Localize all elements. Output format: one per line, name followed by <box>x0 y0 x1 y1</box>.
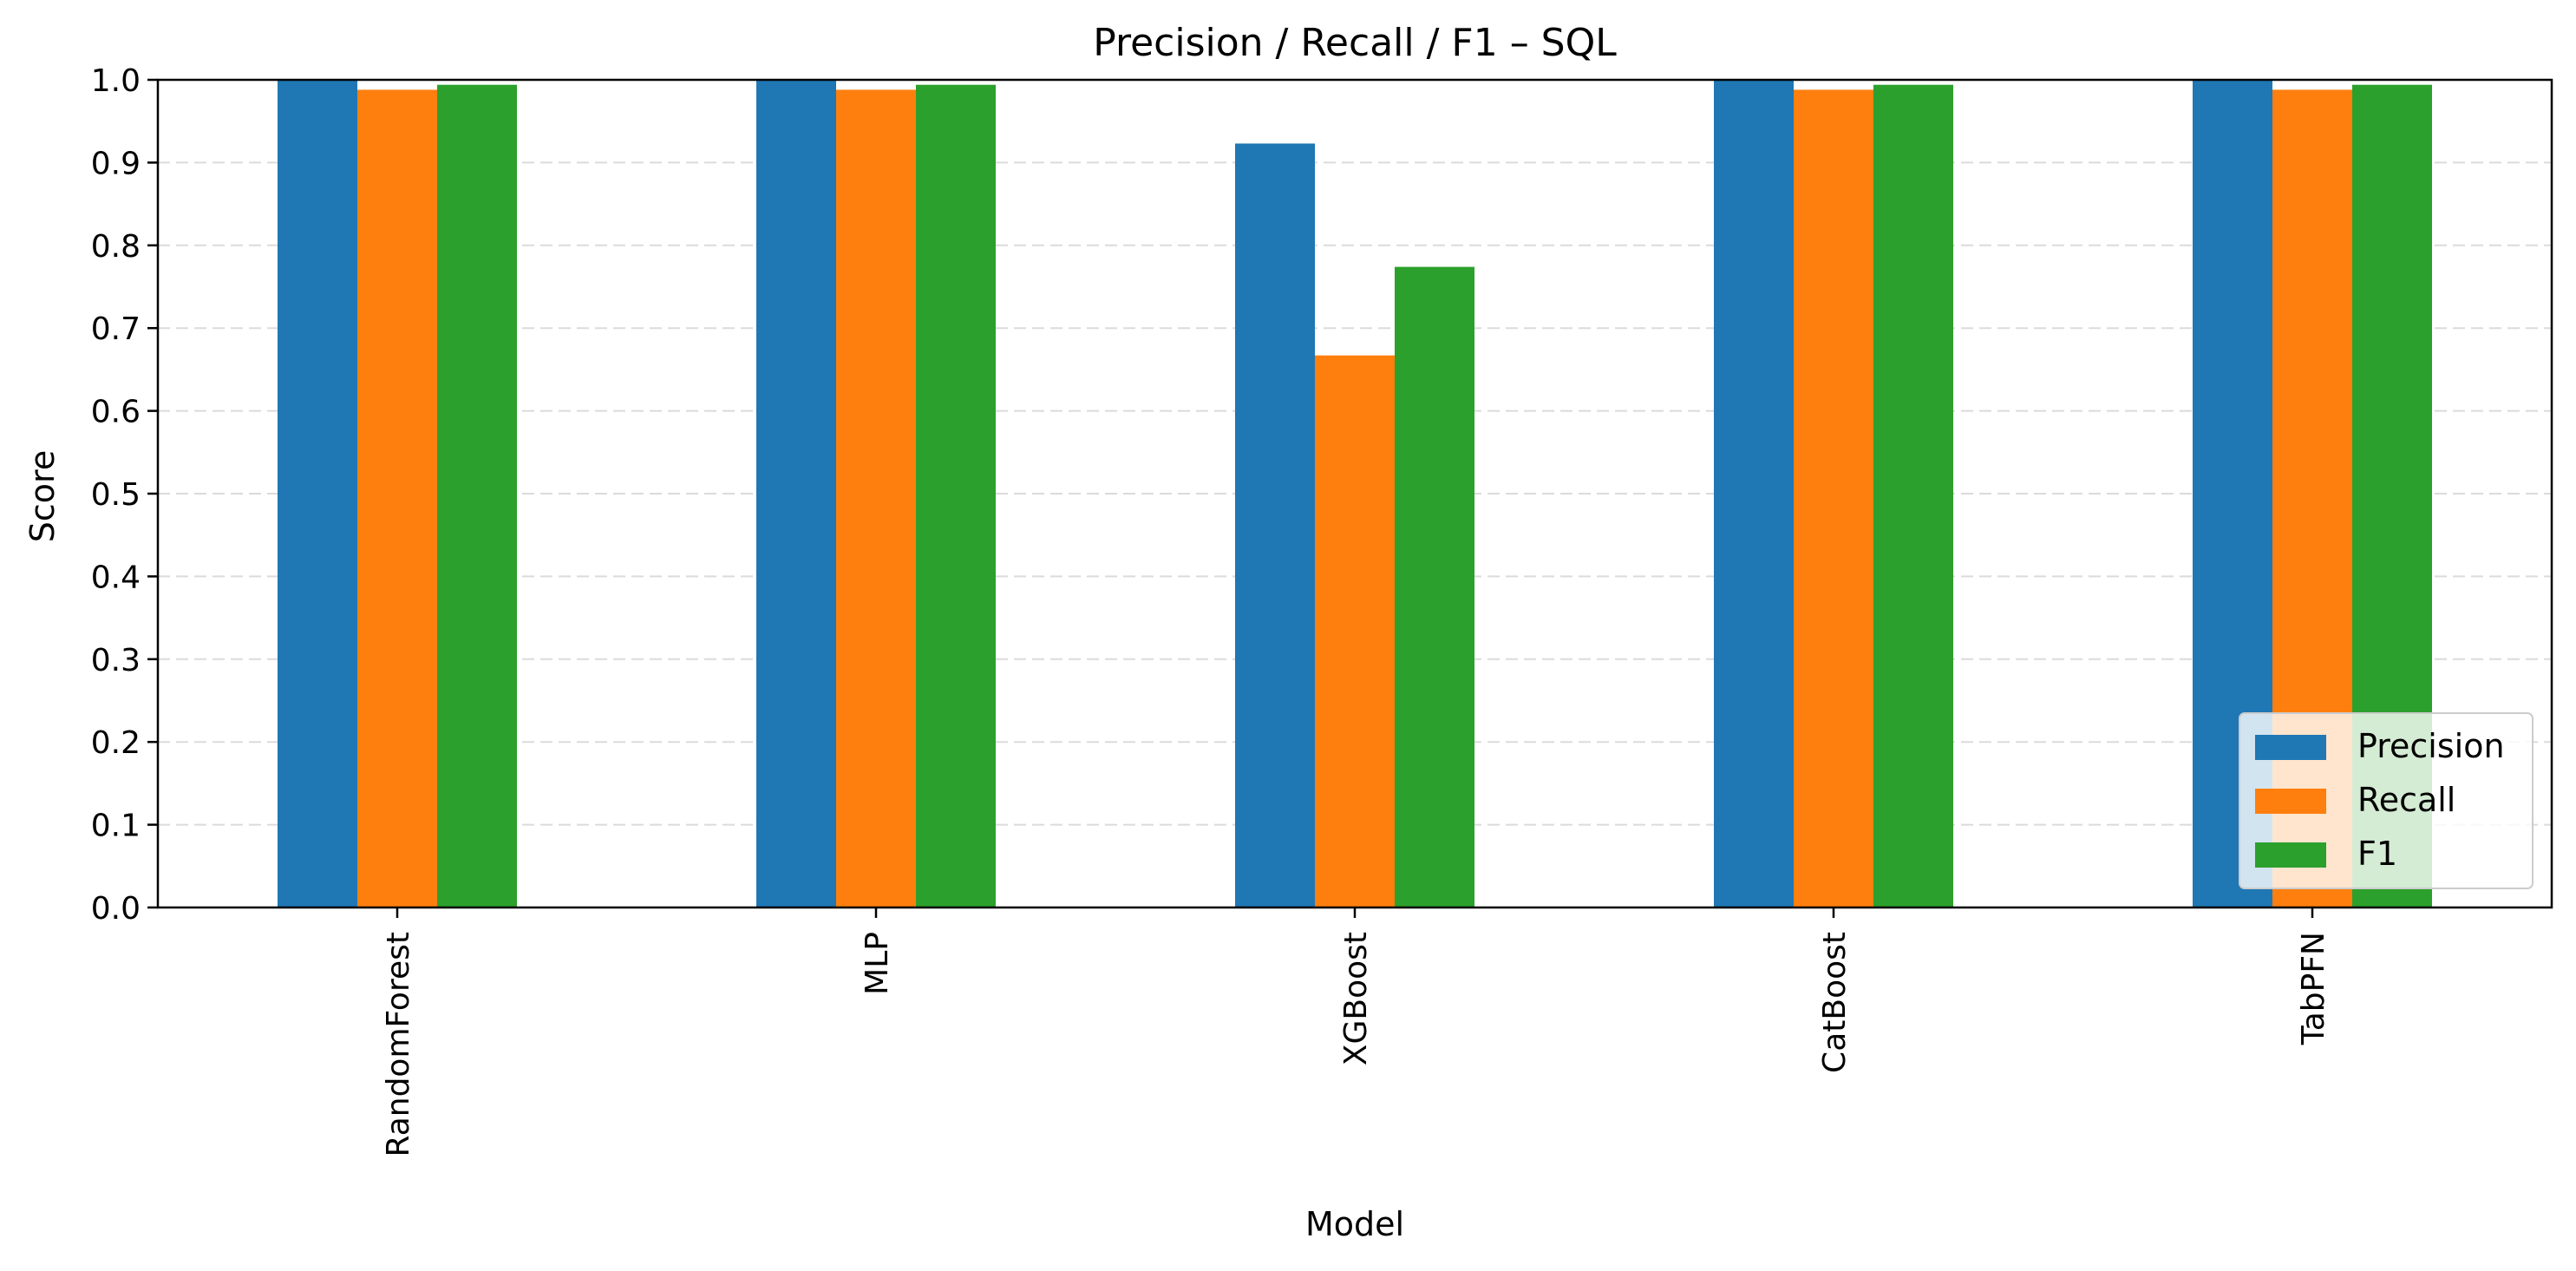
bar-f1-catboost <box>1873 84 1953 907</box>
legend-swatch-recall <box>2255 789 2326 814</box>
bar-precision-mlp <box>756 80 836 907</box>
x-axis-label: Model <box>1305 1205 1404 1243</box>
y-tick-label: 0.9 <box>91 146 141 181</box>
legend-label-precision: Precision <box>2357 727 2505 765</box>
y-tick-label: 0.3 <box>91 643 141 678</box>
bar-f1-mlp <box>916 84 996 907</box>
y-tick-label: 0.6 <box>91 395 141 430</box>
y-axis-label: Score <box>23 450 62 542</box>
chart-title: Precision / Recall / F1 – SQL <box>1093 21 1617 65</box>
x-tick-label: MLP <box>860 932 895 995</box>
legend-label-recall: Recall <box>2357 781 2455 819</box>
bar-precision-xgboost <box>1235 143 1315 907</box>
bar-f1-randomforest <box>437 84 517 907</box>
bars-group <box>278 80 2432 907</box>
y-tick-label: 0.4 <box>91 560 141 595</box>
y-tick-label: 0.2 <box>91 725 141 761</box>
legend-swatch-f1 <box>2255 842 2326 868</box>
x-axis-ticks: RandomForest MLP XGBoost CatBoost TabPFN <box>381 907 2331 1157</box>
bar-precision-catboost <box>1714 80 1794 907</box>
legend-label-f1: F1 <box>2357 835 2397 873</box>
y-tick-label: 0.7 <box>91 311 141 347</box>
y-tick-label: 0.8 <box>91 229 141 265</box>
y-tick-label: 1.0 <box>91 63 141 99</box>
x-tick-label: TabPFN <box>2296 932 2331 1045</box>
bar-recall-mlp <box>836 89 916 907</box>
y-tick-label: 0.1 <box>91 809 141 844</box>
legend-swatch-precision <box>2255 735 2326 760</box>
y-tick-label: 0.5 <box>91 477 141 513</box>
legend: Precision Recall F1 <box>2239 712 2534 889</box>
x-tick-label: CatBoost <box>1817 932 1853 1073</box>
y-axis-ticks: 0.0 0.1 0.2 0.3 0.4 0.5 0.6 0.7 0.8 0.9 1.0 <box>91 63 158 927</box>
x-tick-label: RandomForest <box>381 932 416 1157</box>
bar-recall-xgboost <box>1315 355 1395 907</box>
bar-recall-randomforest <box>357 89 437 907</box>
bar-f1-xgboost <box>1395 266 1474 907</box>
bar-precision-randomforest <box>278 80 357 907</box>
x-tick-label: XGBoost <box>1338 932 1374 1065</box>
y-tick-label: 0.0 <box>91 891 141 927</box>
bar-recall-catboost <box>1794 89 1873 907</box>
